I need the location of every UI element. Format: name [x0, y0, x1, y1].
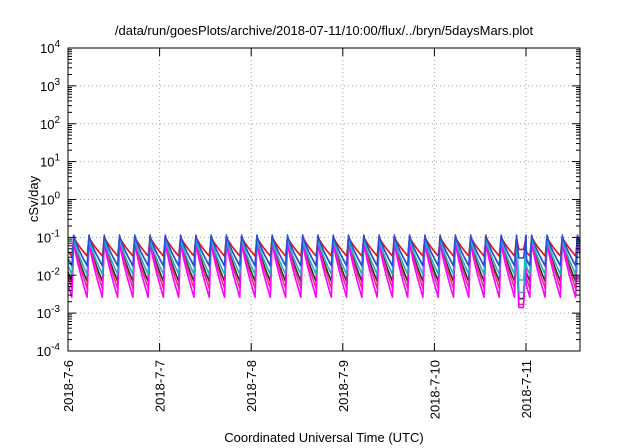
y-tick-label: 10-4 [37, 342, 61, 359]
y-tick-label: 101 [40, 153, 60, 170]
y-axis-label: cSv/day [26, 175, 41, 222]
x-tick-label: 2018-7-8 [244, 360, 259, 412]
x-tick-label: 2018-7-7 [153, 360, 168, 412]
y-tick-label: 100 [40, 191, 60, 208]
y-tick-label: 104 [40, 39, 60, 56]
x-tick-label: 2018-7-6 [61, 360, 76, 412]
series-line-4 [67, 237, 581, 294]
x-tick-label: 2018-7-10 [427, 360, 442, 419]
series-line-0 [67, 235, 581, 257]
grid-lines [68, 48, 580, 351]
y-tick-label: 102 [40, 115, 60, 132]
x-axis-label: Coordinated Universal Time (UTC) [224, 430, 423, 445]
series-line-3 [67, 240, 581, 309]
x-tick-label: 2018-7-11 [519, 360, 534, 418]
y-tick-label: 10-1 [37, 228, 61, 245]
series-line-6 [67, 234, 581, 267]
series-line-2 [67, 238, 581, 306]
y-tick-label: 10-2 [37, 266, 61, 283]
y-tick-label: 103 [40, 77, 60, 94]
series-lines [67, 234, 581, 309]
chart-title: /data/run/goesPlots/archive/2018-07-11/1… [115, 23, 534, 38]
y-tick-label: 10-3 [37, 304, 61, 321]
x-axis-ticks: 2018-7-6 2018-7-7 2018-7-8 2018-7-9 2018-7-1… [61, 48, 534, 419]
x-tick-label: 2018-7-9 [336, 360, 351, 412]
y-axis-ticks: 10-4 10-3 10-2 10-1 100 101 102 103 104 [37, 39, 580, 359]
